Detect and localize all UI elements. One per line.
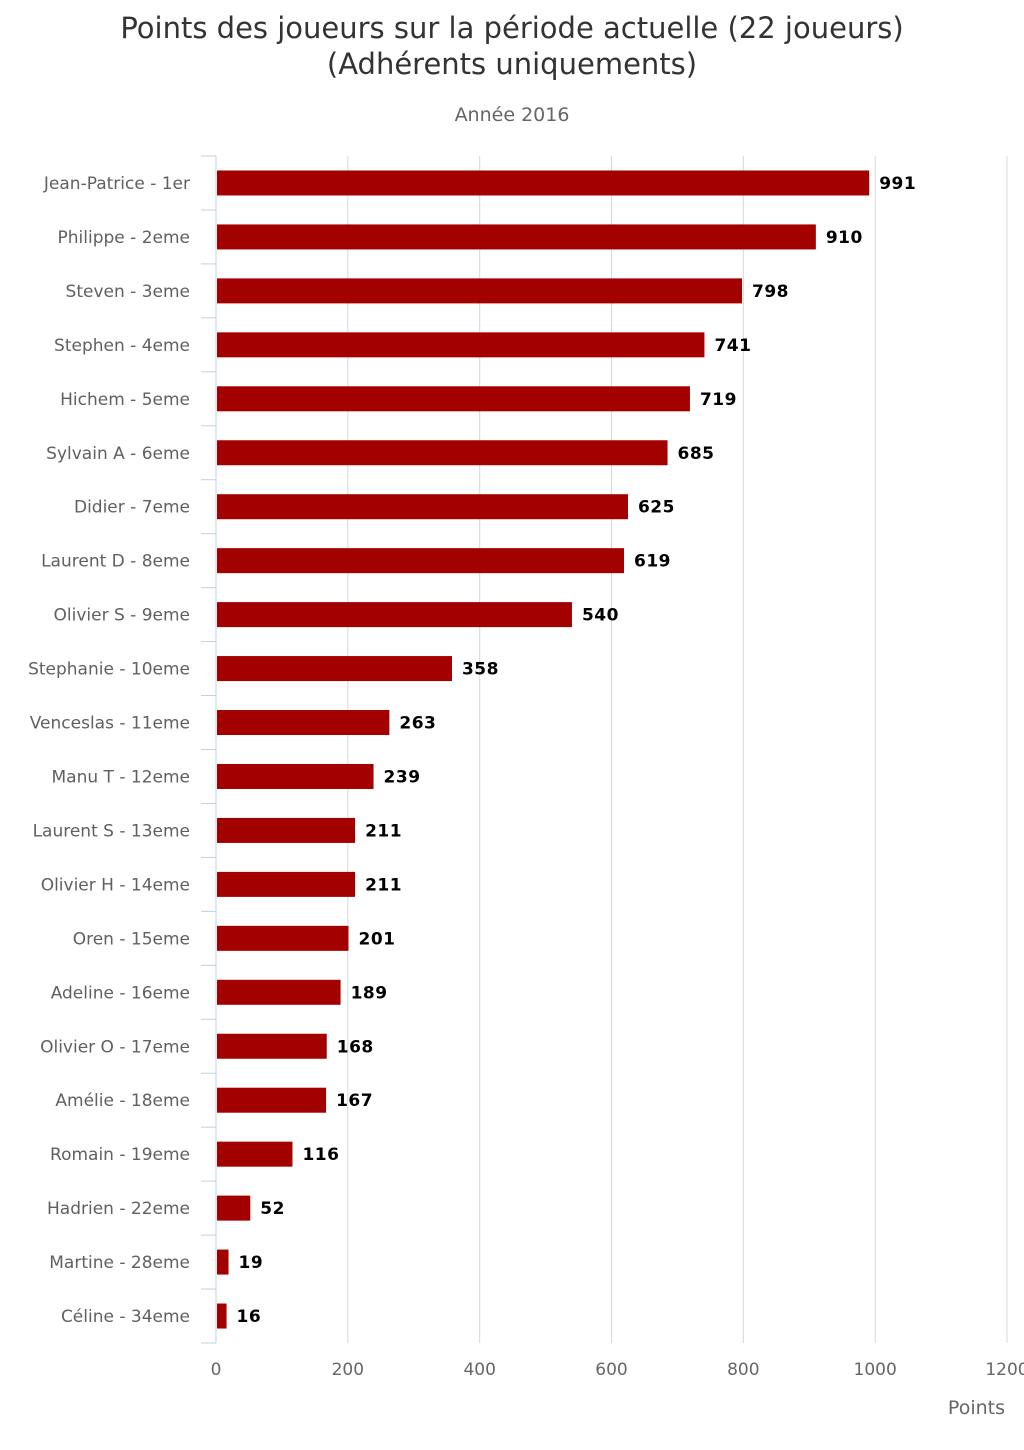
data-label: 211: [365, 875, 402, 895]
data-label: 910: [826, 228, 863, 248]
bar: [217, 763, 374, 789]
chart-title-line-2: (Adhérents uniquements): [326, 47, 698, 81]
data-label: 239: [384, 767, 421, 787]
bar: [217, 925, 349, 951]
category-label: Jean-Patrice - 1er: [43, 174, 190, 194]
category-label: Stephanie - 10eme: [28, 660, 190, 680]
data-label: 211: [365, 821, 402, 841]
chart-title-line-1: Points des joueurs sur la période actuel…: [120, 11, 904, 45]
data-label: 991: [879, 174, 916, 194]
bar: [217, 1141, 293, 1167]
bar: [217, 979, 341, 1005]
bar: [217, 710, 390, 736]
bar: [217, 224, 816, 250]
x-tick-label: 600: [595, 1360, 627, 1380]
category-label: Venceslas - 11eme: [30, 714, 190, 734]
bar: [217, 278, 743, 304]
bar: [217, 1195, 251, 1221]
x-tick-label: 1000: [854, 1360, 897, 1380]
category-label: Amélie - 18eme: [55, 1091, 190, 1111]
data-label: 167: [336, 1091, 373, 1111]
data-label: 719: [700, 390, 737, 410]
data-label: 798: [752, 282, 789, 302]
bar: [217, 548, 625, 574]
category-label: Hichem - 5eme: [60, 390, 190, 410]
bar: [217, 494, 628, 520]
category-label: Céline - 34eme: [61, 1307, 190, 1327]
data-label: 540: [582, 606, 619, 626]
data-label: 168: [337, 1037, 374, 1057]
bar: [217, 440, 668, 466]
bar: [217, 656, 452, 682]
bar: [217, 1303, 227, 1329]
x-tick-label: 800: [727, 1360, 759, 1380]
category-label: Laurent D - 8eme: [41, 552, 190, 572]
x-tick-label: 200: [332, 1360, 364, 1380]
chart-subtitle: Année 2016: [454, 104, 570, 126]
data-label: 625: [638, 498, 675, 518]
category-label: Adeline - 16eme: [51, 983, 190, 1003]
category-label: Olivier O - 17eme: [40, 1037, 190, 1057]
x-tick-label: 400: [463, 1360, 495, 1380]
category-label: Romain - 19eme: [50, 1145, 190, 1165]
category-label: Philippe - 2eme: [58, 228, 190, 248]
data-label: 741: [714, 336, 751, 356]
bar: [217, 602, 572, 628]
x-axis-label: Points: [948, 1397, 1005, 1419]
category-label: Manu T - 12eme: [52, 767, 190, 787]
bars: 991 910 798 741 719 685 625 619 540 358 263 239 211 2…: [217, 170, 916, 1329]
x-tick-label: 1200: [985, 1360, 1024, 1380]
data-label: 19: [239, 1253, 264, 1273]
bar: [217, 170, 870, 196]
category-label: Olivier S - 9eme: [54, 606, 191, 626]
data-label: 201: [358, 929, 395, 949]
bar: [217, 332, 705, 358]
bar: [217, 817, 356, 843]
y-axis: Jean-Patrice - 1er Philippe - 2eme Steven …: [28, 155, 217, 1344]
bar: [217, 386, 690, 412]
category-label: Oren - 15eme: [73, 929, 190, 949]
data-label: 16: [237, 1307, 262, 1327]
data-label: 685: [678, 444, 715, 464]
category-label: Sylvain A - 6eme: [46, 444, 190, 464]
category-label: Steven - 3eme: [66, 282, 190, 302]
category-label: Hadrien - 22eme: [47, 1199, 190, 1219]
bar: [217, 871, 356, 897]
data-label: 116: [302, 1145, 339, 1165]
data-label: 189: [351, 983, 388, 1003]
data-label: 619: [634, 552, 671, 572]
chart-title: Points des joueurs sur la période actuel…: [0, 10, 1024, 82]
category-label: Stephen - 4eme: [54, 336, 190, 356]
data-label: 52: [260, 1199, 285, 1219]
category-label: Laurent S - 13eme: [33, 821, 190, 841]
bar: [217, 1033, 327, 1059]
data-label: 358: [462, 660, 499, 680]
x-tick-label: 0: [211, 1360, 222, 1380]
category-label: Martine - 28eme: [49, 1253, 190, 1273]
x-axis: 0 200 400 600 800 1000 1200: [211, 1360, 1024, 1380]
data-label: 263: [399, 714, 436, 734]
bar: [217, 1249, 229, 1275]
bar: [217, 1087, 327, 1113]
category-label: Didier - 7eme: [74, 498, 190, 518]
category-label: Olivier H - 14eme: [41, 875, 190, 895]
